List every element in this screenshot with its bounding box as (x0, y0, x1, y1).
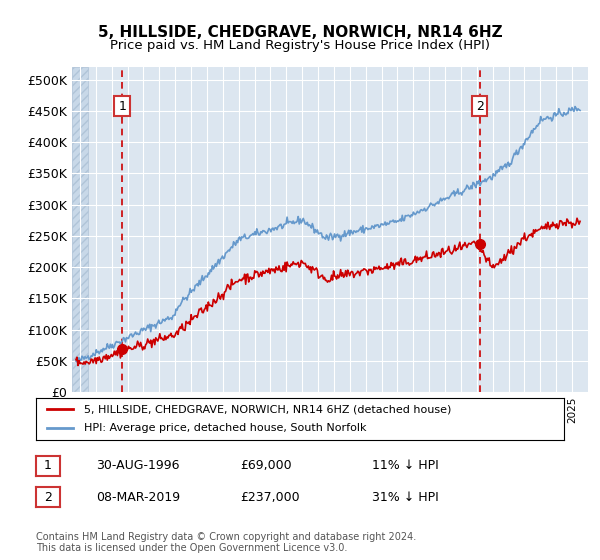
Text: HPI: Average price, detached house, South Norfolk: HPI: Average price, detached house, Sout… (83, 423, 366, 433)
Text: 1: 1 (44, 459, 52, 473)
Text: Price paid vs. HM Land Registry's House Price Index (HPI): Price paid vs. HM Land Registry's House … (110, 39, 490, 52)
Text: Contains HM Land Registry data © Crown copyright and database right 2024.
This d: Contains HM Land Registry data © Crown c… (36, 531, 416, 553)
Text: 30-AUG-1996: 30-AUG-1996 (96, 459, 179, 473)
Text: 31% ↓ HPI: 31% ↓ HPI (372, 491, 439, 504)
Text: 2: 2 (476, 100, 484, 113)
Text: £69,000: £69,000 (240, 459, 292, 473)
Text: £237,000: £237,000 (240, 491, 299, 504)
Text: 5, HILLSIDE, CHEDGRAVE, NORWICH, NR14 6HZ (detached house): 5, HILLSIDE, CHEDGRAVE, NORWICH, NR14 6H… (83, 404, 451, 414)
Text: 08-MAR-2019: 08-MAR-2019 (96, 491, 180, 504)
Text: 11% ↓ HPI: 11% ↓ HPI (372, 459, 439, 473)
Text: 1: 1 (118, 100, 126, 113)
Text: 5, HILLSIDE, CHEDGRAVE, NORWICH, NR14 6HZ: 5, HILLSIDE, CHEDGRAVE, NORWICH, NR14 6H… (98, 25, 502, 40)
Text: 2: 2 (44, 491, 52, 504)
